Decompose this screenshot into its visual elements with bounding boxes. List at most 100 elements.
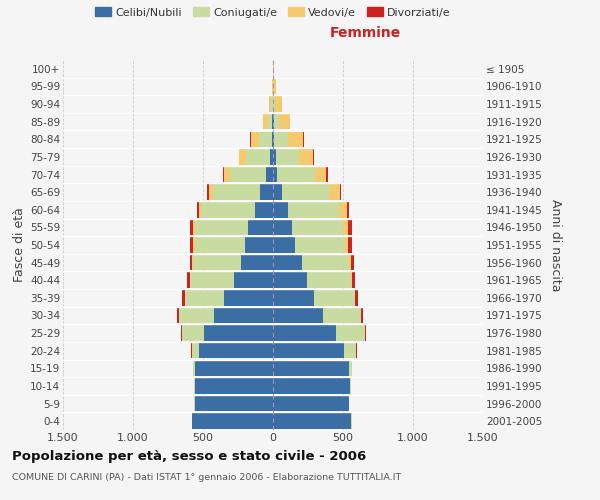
Bar	[239, 149, 247, 164]
Bar	[273, 220, 292, 235]
Text: Femmine: Femmine	[330, 26, 401, 40]
Bar	[323, 308, 361, 323]
Bar	[274, 78, 275, 94]
Bar	[248, 220, 273, 235]
Bar	[272, 132, 273, 147]
Bar	[193, 255, 241, 270]
Bar	[179, 308, 214, 323]
Bar	[192, 414, 273, 429]
Bar	[273, 290, 314, 306]
Bar	[292, 220, 343, 235]
Bar	[185, 290, 224, 306]
Bar	[247, 149, 270, 164]
Bar	[274, 132, 288, 147]
Bar	[274, 114, 278, 130]
Bar	[365, 326, 366, 341]
Bar	[345, 237, 348, 253]
Bar	[347, 202, 349, 218]
Bar	[282, 184, 329, 200]
Bar	[213, 184, 260, 200]
Bar	[314, 290, 355, 306]
Bar	[350, 378, 351, 394]
Bar	[273, 326, 336, 341]
Bar	[263, 114, 268, 130]
Bar	[199, 343, 273, 358]
Bar	[207, 184, 209, 200]
Bar	[273, 184, 282, 200]
Bar	[348, 237, 352, 253]
Bar	[194, 237, 245, 253]
Y-axis label: Fasce di età: Fasce di età	[13, 208, 26, 282]
Bar	[336, 326, 365, 341]
Bar	[356, 343, 357, 358]
Bar	[270, 149, 273, 164]
Bar	[214, 308, 273, 323]
Bar	[273, 378, 350, 394]
Bar	[224, 290, 273, 306]
Bar	[273, 272, 307, 288]
Bar	[269, 96, 271, 112]
Bar	[223, 167, 224, 182]
Bar	[361, 308, 363, 323]
Bar	[201, 202, 255, 218]
Bar	[274, 96, 275, 112]
Bar	[349, 360, 352, 376]
Bar	[278, 114, 290, 130]
Bar	[302, 255, 349, 270]
Bar	[275, 149, 299, 164]
Bar	[299, 149, 313, 164]
Bar	[224, 167, 230, 182]
Bar	[288, 202, 339, 218]
Bar	[241, 255, 273, 270]
Bar	[273, 202, 288, 218]
Bar	[351, 255, 354, 270]
Bar	[326, 167, 328, 182]
Bar	[273, 61, 274, 76]
Bar	[268, 114, 272, 130]
Bar	[230, 167, 266, 182]
Bar	[273, 308, 323, 323]
Bar	[273, 167, 277, 182]
Legend: Celibi/Nubili, Coniugati/e, Vedovi/e, Divorziati/e: Celibi/Nubili, Coniugati/e, Vedovi/e, Di…	[91, 2, 455, 22]
Bar	[194, 220, 248, 235]
Bar	[190, 255, 193, 270]
Bar	[260, 184, 273, 200]
Bar	[182, 290, 185, 306]
Bar	[193, 220, 194, 235]
Bar	[191, 343, 192, 358]
Bar	[234, 272, 273, 288]
Bar	[192, 343, 199, 358]
Bar	[194, 378, 273, 394]
Bar	[275, 96, 282, 112]
Bar	[194, 396, 273, 411]
Bar	[190, 272, 234, 288]
Bar	[344, 343, 356, 358]
Bar	[273, 114, 274, 130]
Bar	[273, 343, 344, 358]
Bar	[295, 237, 345, 253]
Bar	[273, 414, 352, 429]
Bar	[273, 237, 295, 253]
Bar	[277, 167, 314, 182]
Bar	[259, 132, 272, 147]
Bar	[197, 202, 199, 218]
Bar	[273, 396, 349, 411]
Bar	[182, 326, 205, 341]
Bar	[273, 132, 274, 147]
Bar	[339, 202, 347, 218]
Text: Popolazione per età, sesso e stato civile - 2006: Popolazione per età, sesso e stato civil…	[12, 450, 366, 463]
Bar	[251, 132, 259, 147]
Bar	[271, 96, 273, 112]
Bar	[209, 184, 213, 200]
Bar	[349, 255, 351, 270]
Bar	[193, 237, 194, 253]
Bar	[352, 272, 355, 288]
Bar	[329, 184, 340, 200]
Bar	[273, 149, 275, 164]
Bar	[266, 167, 273, 182]
Bar	[349, 220, 352, 235]
Bar	[193, 360, 194, 376]
Bar	[313, 149, 314, 164]
Bar	[307, 272, 352, 288]
Bar	[187, 272, 190, 288]
